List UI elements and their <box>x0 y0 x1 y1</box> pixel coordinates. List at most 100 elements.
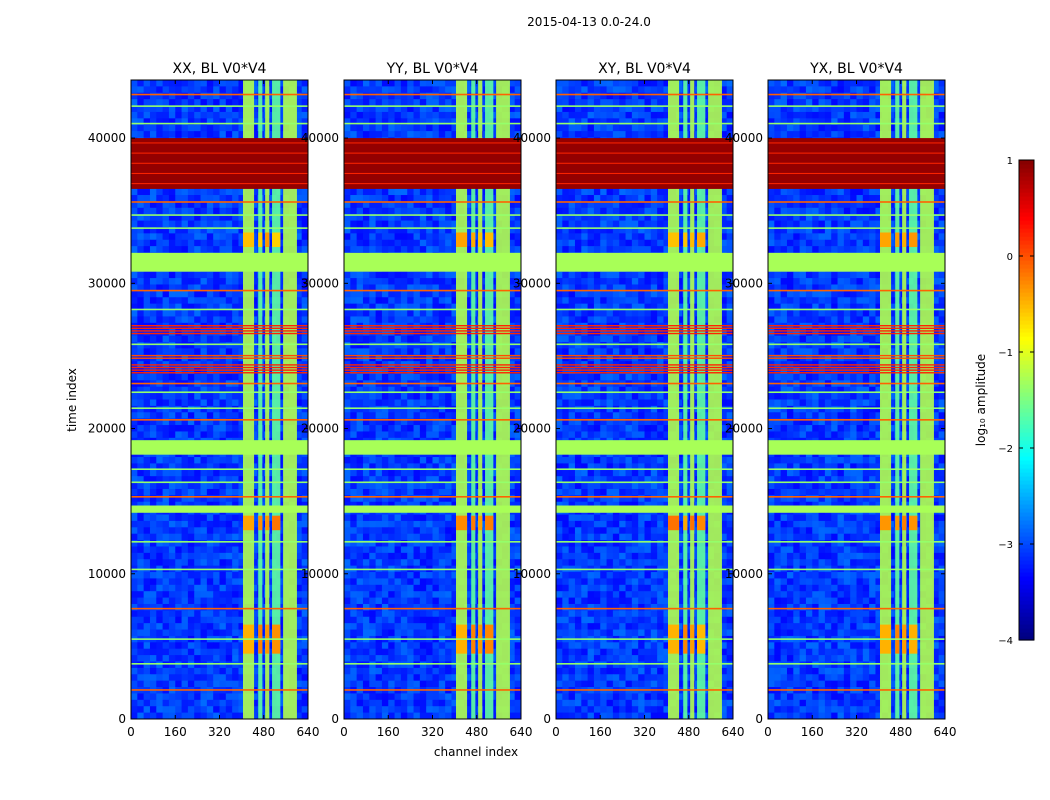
heatmap-cell <box>432 335 440 343</box>
heatmap-cell <box>137 495 145 503</box>
heatmap-cell <box>206 297 214 305</box>
heatmap-cell <box>344 540 351 547</box>
heatmap-cell <box>131 80 138 87</box>
heatmap-cell <box>181 533 189 541</box>
heatmap-cell <box>187 520 195 528</box>
heatmap-cell <box>131 693 138 701</box>
heatmap-cell <box>451 501 459 509</box>
heatmap-cell <box>445 418 452 426</box>
heatmap-cell <box>438 412 446 420</box>
heatmap-cell <box>295 712 303 719</box>
heatmap-cell <box>219 425 227 432</box>
heatmap-cell <box>251 712 258 719</box>
heatmap-cell <box>251 399 258 407</box>
heatmap-cell <box>301 92 308 100</box>
heatmap-cell <box>131 214 138 222</box>
heatmap-cell <box>400 131 408 139</box>
heatmap-cell <box>131 386 138 394</box>
heatmap-cell <box>369 469 377 477</box>
heatmap-cell <box>369 239 377 247</box>
heatmap-cell <box>232 239 239 247</box>
heatmap-cell <box>194 431 202 439</box>
heatmap-cell <box>187 527 195 535</box>
heatmap-cell <box>225 597 233 605</box>
heatmap-cell <box>375 290 383 298</box>
heatmap-cell <box>168 578 176 586</box>
heatmap-cell <box>143 405 151 413</box>
hot-row <box>131 332 308 335</box>
heatmap-cell <box>238 546 246 554</box>
heatmap-cell <box>213 111 220 119</box>
heatmap-cell <box>295 207 303 215</box>
heatmap-cell <box>301 629 308 637</box>
heatmap-cell <box>149 584 157 592</box>
heatmap-cell <box>413 540 421 547</box>
heatmap-cell <box>168 431 176 439</box>
heatmap-cell <box>381 393 389 400</box>
heatmap-cell <box>219 373 227 381</box>
heatmap-cell <box>350 527 358 535</box>
heatmap-cell <box>451 552 459 560</box>
heatmap-cell <box>187 80 195 87</box>
heatmap-cell <box>219 476 227 484</box>
heatmap-cell <box>232 405 239 413</box>
heatmap-cell <box>131 495 138 503</box>
heatmap-cell <box>143 226 151 234</box>
heatmap-cell <box>232 246 239 254</box>
heatmap-cell <box>232 629 239 637</box>
heatmap-cell <box>356 501 364 509</box>
heatmap-cell <box>156 99 164 107</box>
heatmap-cell <box>162 201 170 209</box>
heatmap-cell <box>369 310 377 317</box>
heatmap-cell <box>200 648 208 656</box>
heatmap-cell <box>187 188 195 196</box>
heatmap-cell <box>301 533 308 541</box>
heatmap-cell <box>413 214 421 222</box>
heatmap-cell <box>131 329 138 337</box>
heatmap-cell <box>356 552 364 560</box>
heatmap-cell <box>388 207 396 215</box>
heatmap-cell <box>156 642 164 650</box>
heatmap-cell <box>301 457 308 464</box>
heatmap-cell <box>137 220 145 228</box>
heatmap-cell <box>162 303 170 311</box>
heatmap-cell <box>426 476 433 484</box>
heatmap-cell <box>432 386 440 394</box>
heatmap-cell <box>407 405 415 413</box>
heatmap-cell <box>143 418 151 426</box>
heatmap-cell <box>362 393 370 400</box>
heatmap-cell <box>213 418 220 426</box>
heatmap-cell <box>131 111 138 119</box>
heatmap-cell <box>508 290 516 298</box>
heatmap-cell <box>400 425 408 432</box>
heatmap-cell <box>350 111 358 119</box>
heatmap-cell <box>344 99 351 107</box>
heatmap-cell <box>362 99 370 107</box>
heatmap-cell <box>149 648 157 656</box>
heatmap-cell <box>350 290 358 298</box>
heatmap-cell <box>219 623 227 631</box>
heatmap-cell <box>168 297 176 305</box>
heatmap-cell <box>438 546 446 554</box>
heatmap-cell <box>413 520 421 528</box>
heatmap-cell <box>464 476 471 484</box>
heatmap-cell <box>356 367 364 375</box>
heatmap-cell <box>451 303 459 311</box>
heatmap-cell <box>419 86 427 94</box>
heatmap-cell <box>451 373 459 381</box>
heatmap-cell <box>438 488 446 496</box>
heatmap-cell <box>137 520 145 528</box>
heatmap-cell <box>369 290 377 298</box>
heatmap-cell <box>194 533 202 541</box>
heatmap-cell <box>350 559 358 567</box>
heatmap-cell <box>187 603 195 611</box>
heatmap-cell <box>225 373 233 381</box>
heatmap-cell <box>381 367 389 375</box>
heatmap-cell <box>206 629 214 637</box>
heatmap-cell <box>301 648 308 656</box>
heatmap-cell <box>344 393 351 400</box>
heatmap-cell <box>200 297 208 305</box>
heatmap-panel: YY, BL V0*V40 160 320 480 640010000200003000… <box>301 61 533 739</box>
heatmap-cell <box>508 124 516 132</box>
heatmap-cell <box>232 303 239 311</box>
